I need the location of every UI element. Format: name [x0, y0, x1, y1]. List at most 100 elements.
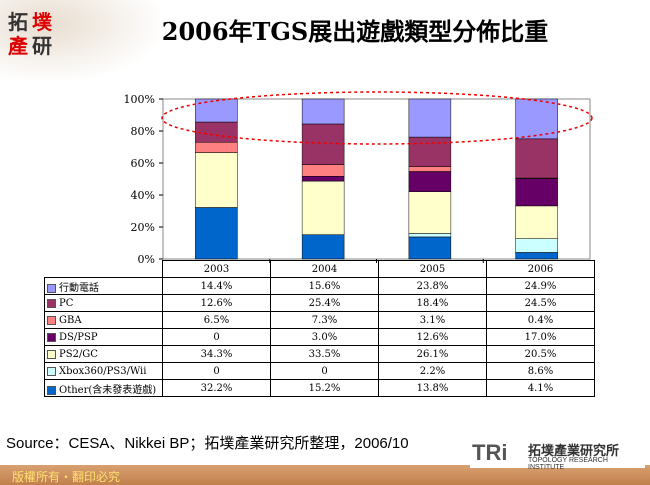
- bar-segment: [515, 98, 558, 140]
- header-background: [0, 0, 160, 80]
- legend-swatch: [47, 332, 56, 342]
- data-label: 12.6%: [162, 294, 271, 312]
- logo-char: 產: [8, 34, 28, 58]
- legend-entry: 行動電話: [44, 277, 163, 295]
- bar-segment: [408, 166, 452, 172]
- bar-segment: [195, 152, 238, 208]
- logo: 拓 墣 產 研: [8, 6, 58, 58]
- legend-swatch: [47, 283, 56, 293]
- legend-entry: PS2/GC: [44, 345, 163, 363]
- bar-segment: [408, 171, 452, 192]
- bar-segment: [408, 236, 452, 260]
- data-label: 0: [162, 328, 271, 346]
- data-label: 7.3%: [270, 311, 379, 329]
- table-header-row: 2003 2004 2005 2006: [44, 260, 595, 278]
- y-tick-label: 100%: [124, 93, 155, 106]
- data-label: 8.6%: [486, 362, 595, 380]
- bar-segment: [408, 98, 452, 138]
- legend-entry: Xbox360/PS3/Wii: [44, 362, 163, 380]
- legend-swatch: [47, 349, 56, 359]
- brand-logo: TRi 拓墣產業研究所 TOPOLOGY RESEARCH INSTITUTE: [470, 440, 645, 471]
- table-row: Other(含未發表遊戲) 32.2% 15.2% 13.8% 4.1%: [44, 379, 595, 397]
- data-label: 15.6%: [270, 277, 379, 295]
- bar-segment: [301, 164, 345, 177]
- x-tick-label: 2004: [270, 260, 379, 278]
- data-label: 23.8%: [378, 277, 487, 295]
- series-name: 行動電話: [59, 282, 99, 294]
- brand-name-en: TOPOLOGY RESEARCH INSTITUTE: [528, 457, 608, 471]
- data-label: 3.1%: [378, 311, 487, 329]
- data-label: 0: [270, 362, 379, 380]
- table-row: 行動電話 14.4% 15.6% 23.8% 24.9%: [44, 277, 595, 295]
- data-label: 25.4%: [270, 294, 379, 312]
- y-tick-label: 20%: [131, 221, 155, 234]
- table-row: GBA 6.5% 7.3% 3.1% 0.4%: [44, 311, 595, 329]
- data-label: 32.2%: [162, 379, 271, 397]
- data-label: 12.6%: [378, 328, 487, 346]
- data-label: 18.4%: [378, 294, 487, 312]
- x-tick-label: 2005: [378, 260, 487, 278]
- y-tick-label: 60%: [131, 157, 155, 170]
- data-label: 4.1%: [486, 379, 595, 397]
- series-name: Other(含未發表遊戲): [59, 384, 157, 396]
- bar-segment: [515, 252, 558, 260]
- data-label: 34.3%: [162, 345, 271, 363]
- data-label: 24.5%: [486, 294, 595, 312]
- bar-segment: [408, 136, 452, 167]
- table-row: Xbox360/PS3/Wii 0 0 2.2% 8.6%: [44, 362, 595, 380]
- data-label: 0: [162, 362, 271, 380]
- brand-name-cn: 拓墣產業研究所: [528, 444, 620, 459]
- source-note: Source：CESA、Nikkei BP；拓墣產業研究所整理，2006/10: [6, 435, 409, 452]
- legend-entry: GBA: [44, 311, 163, 329]
- data-label: 26.1%: [378, 345, 487, 363]
- bar-segment: [515, 138, 558, 179]
- legend-entry: DS/PSP: [44, 328, 163, 346]
- legend-swatch: [47, 298, 56, 308]
- table-corner: [44, 260, 163, 278]
- legend-swatch: [47, 315, 56, 325]
- table-row: DS/PSP 0 3.0% 12.6% 17.0%: [44, 328, 595, 346]
- logo-char: 墣: [32, 10, 52, 34]
- table-row: PS2/GC 34.3% 33.5% 26.1% 20.5%: [44, 345, 595, 363]
- data-table: 2003 2004 2005 2006 行動電話 14.4% 15.6% 23.8% 24.9%…: [44, 260, 595, 397]
- brand-mark: TRi: [472, 440, 508, 465]
- legend-entry: PC: [44, 294, 163, 312]
- data-label: 2.2%: [378, 362, 487, 380]
- table-row: PC 12.6% 25.4% 18.4% 24.5%: [44, 294, 595, 312]
- series-name: Xbox360/PS3/Wii: [59, 365, 147, 377]
- y-tick-label: 40%: [131, 189, 155, 202]
- bar-segment: [515, 238, 558, 253]
- series-name: GBA: [59, 314, 82, 326]
- y-tick-label: 80%: [131, 125, 155, 138]
- data-label: 6.5%: [162, 311, 271, 329]
- data-label: 14.4%: [162, 277, 271, 295]
- legend-swatch: [47, 366, 56, 376]
- data-label: 13.8%: [378, 379, 487, 397]
- bar-segment: [301, 180, 345, 235]
- bar-segment: [301, 98, 345, 125]
- series-name: PC: [59, 297, 74, 309]
- logo-char: 拓: [8, 10, 28, 34]
- bar-segment: [515, 205, 558, 239]
- x-tick-label: 2003: [162, 260, 271, 278]
- bar-segment: [301, 234, 345, 260]
- series-name: PS2/GC: [59, 348, 98, 360]
- data-label: 15.2%: [270, 379, 379, 397]
- highlight-ellipse: [161, 91, 593, 145]
- page-title: 2006年TGS展出遊戲類型分佈比重: [161, 17, 549, 46]
- copyright: 版權所有・翻印必究: [12, 470, 121, 484]
- data-label: 3.0%: [270, 328, 379, 346]
- logo-char: 研: [32, 34, 52, 58]
- footer-bar: 版權所有・翻印必究: [0, 465, 650, 485]
- bar-segment: [408, 233, 452, 238]
- bar-segment: [515, 178, 558, 207]
- bar-segment: [195, 98, 238, 123]
- bar-segment: [408, 191, 452, 234]
- data-label: 33.5%: [270, 345, 379, 363]
- x-tick-label: 2006: [486, 260, 595, 278]
- data-label: 24.9%: [486, 277, 595, 295]
- data-label: 20.5%: [486, 345, 595, 363]
- bar-segment: [301, 176, 345, 182]
- legend-swatch: [47, 385, 56, 395]
